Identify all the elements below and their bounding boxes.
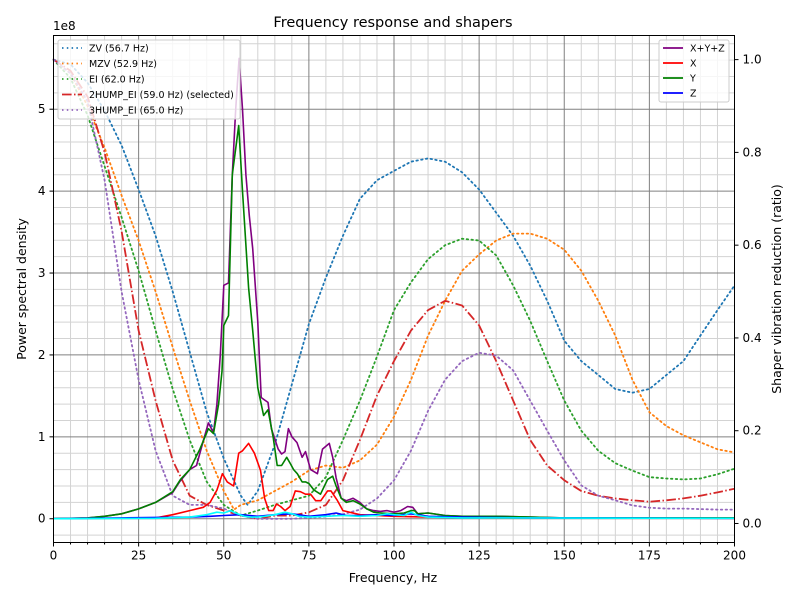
y-right-tick-label: 0.4 (743, 331, 762, 345)
y-tick-label: 3 (38, 266, 46, 280)
y-tick-label: 0 (38, 512, 46, 526)
y-axis-right-label: Shaper vibration reduction (ratio) (769, 184, 784, 394)
y-right-tick-label: 0.6 (743, 238, 762, 252)
psd-curves (53, 57, 735, 520)
y-multiplier-label: 1e8 (53, 19, 76, 33)
x-tick-label: 200 (723, 549, 746, 563)
shaper-curve-2hump_ei (53, 58, 735, 520)
y-right-tick-label: 1.0 (743, 53, 762, 67)
x-tick-label: 150 (553, 549, 576, 563)
psd-curve-y (53, 124, 735, 520)
y-right-tick-label: 0.0 (743, 516, 762, 530)
shaper-curves (52, 58, 736, 520)
x-tick-label: 125 (468, 549, 491, 563)
psd-legend-entry: X (690, 59, 697, 70)
shaper-curve-3hump_ei (52, 58, 736, 520)
psd-legend: X+Y+Z XYZ (658, 39, 730, 103)
shaper-curve-zv (52, 58, 736, 507)
shaper-legend: ZV (56.7 Hz) MZV (52.9 Hz) EI (62.0 Hz) 2HU… (57, 39, 241, 120)
psd-legend-frame (658, 39, 730, 103)
x-axis-label: Frequency, Hz (349, 570, 438, 585)
shaper-curve-mzv (52, 58, 736, 511)
y-right-tick-label: 0.2 (743, 424, 762, 438)
shaper-legend-entry: ZV (56.7 Hz) (89, 44, 149, 55)
axis-ticks: 0 25 50 75 100 125 150 175 200 0 1 2 3 4 5 0.0 0.2 0.4 0.6… (38, 53, 762, 563)
psd-legend-entry: Z (690, 89, 697, 100)
y-tick-label: 2 (38, 348, 46, 362)
psd-curve-x (53, 442, 735, 520)
x-tick-label: 0 (50, 549, 58, 563)
shaper-legend-frame (57, 39, 241, 120)
y-right-tick-label: 0.8 (743, 145, 762, 159)
chart-title: Frequency response and shapers (273, 15, 512, 31)
psd-curve-shaped (53, 509, 735, 520)
shaper-legend-entry: MZV (52.9 Hz) (89, 59, 157, 70)
shaper-legend-entry: 3HUMP_EI (65.0 Hz) (89, 106, 183, 117)
x-tick-label: 175 (638, 549, 661, 563)
psd-legend-entry: X+Y+Z (690, 44, 725, 55)
shaper-legend-entry: EI (62.0 Hz) (89, 75, 145, 86)
grid (53, 35, 735, 543)
y-tick-label: 5 (38, 102, 46, 116)
shaper-curve-ei (52, 58, 736, 517)
y-tick-label: 1 (38, 430, 46, 444)
x-tick-label: 25 (131, 549, 146, 563)
x-tick-label: 75 (301, 549, 316, 563)
shaper-legend-entry: 2HUMP_EI (59.0 Hz) (selected) (89, 90, 234, 101)
x-tick-label: 100 (383, 549, 406, 563)
x-tick-label: 50 (216, 549, 231, 563)
psd-legend-entry: Y (689, 74, 696, 85)
y-axis-label: Power spectral density (14, 218, 29, 360)
y-tick-label: 4 (38, 184, 46, 198)
